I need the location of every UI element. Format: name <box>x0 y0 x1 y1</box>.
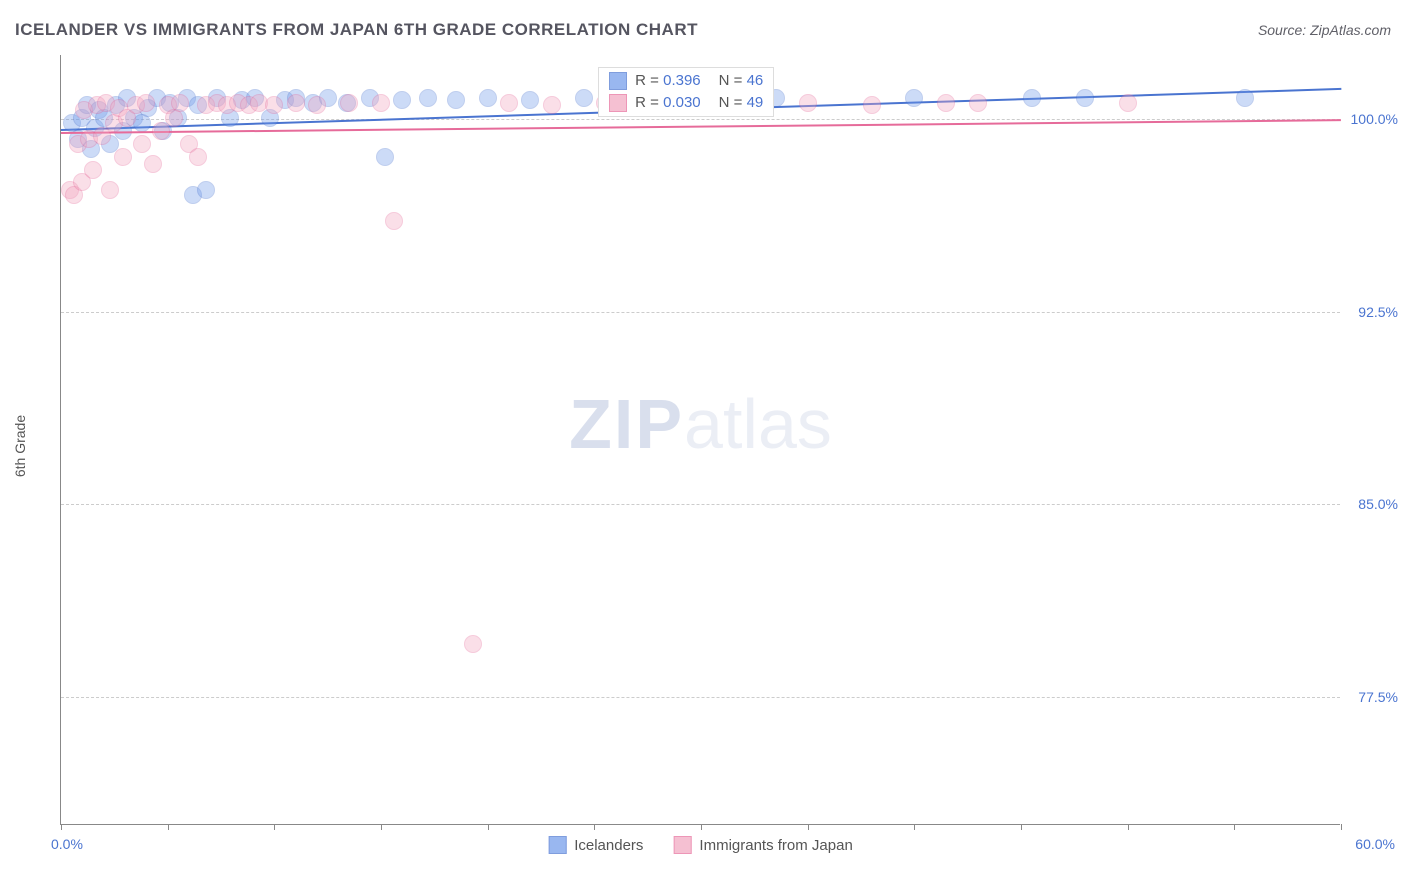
data-point <box>1076 89 1094 107</box>
data-point <box>84 161 102 179</box>
legend-swatch <box>609 94 627 112</box>
bottom-legend-item: Immigrants from Japan <box>673 836 852 854</box>
legend-label: Immigrants from Japan <box>699 837 852 854</box>
data-point <box>393 91 411 109</box>
legend-r: R = 0.396 <box>635 72 700 89</box>
data-point <box>101 181 119 199</box>
bottom-legend: Icelanders Immigrants from Japan <box>548 836 853 854</box>
data-point <box>287 94 305 112</box>
watermark-part1: ZIP <box>569 385 684 463</box>
x-tick <box>701 824 702 830</box>
legend-swatch <box>548 836 566 854</box>
trend-line <box>61 119 1341 134</box>
chart-header: ICELANDER VS IMMIGRANTS FROM JAPAN 6TH G… <box>15 20 1391 40</box>
data-point <box>197 181 215 199</box>
data-point <box>308 96 326 114</box>
data-point <box>479 89 497 107</box>
data-point <box>171 94 189 112</box>
x-tick <box>168 824 169 830</box>
watermark-part2: atlas <box>684 385 832 463</box>
data-point <box>265 96 283 114</box>
data-point <box>376 148 394 166</box>
x-tick <box>1341 824 1342 830</box>
data-point <box>133 135 151 153</box>
legend-n: N = 49 <box>719 94 764 111</box>
data-point <box>372 94 390 112</box>
x-tick <box>274 824 275 830</box>
y-tick-label: 85.0% <box>1346 496 1398 512</box>
data-point <box>799 94 817 112</box>
x-tick <box>488 824 489 830</box>
plot-area: ZIPatlas 0.0% 60.0% IcelandersImmigrants… <box>60 55 1340 825</box>
data-point <box>905 89 923 107</box>
data-point <box>1119 94 1137 112</box>
data-point <box>937 94 955 112</box>
x-tick <box>914 824 915 830</box>
data-point <box>969 94 987 112</box>
x-tick <box>1234 824 1235 830</box>
x-tick <box>1128 824 1129 830</box>
x-tick <box>381 824 382 830</box>
y-tick-label: 77.5% <box>1346 689 1398 705</box>
bottom-legend-item: Icelanders <box>548 836 643 854</box>
chart-title: ICELANDER VS IMMIGRANTS FROM JAPAN 6TH G… <box>15 20 698 40</box>
data-point <box>447 91 465 109</box>
data-point <box>419 89 437 107</box>
stats-legend-row: R = 0.396 N = 46 <box>609 72 763 90</box>
data-point <box>165 109 183 127</box>
data-point <box>385 212 403 230</box>
data-point <box>114 148 132 166</box>
gridline <box>61 119 1340 120</box>
data-point <box>1023 89 1041 107</box>
data-point <box>189 148 207 166</box>
legend-swatch <box>673 836 691 854</box>
data-point <box>521 91 539 109</box>
data-point <box>543 96 561 114</box>
x-tick <box>808 824 809 830</box>
gridline <box>61 312 1340 313</box>
data-point <box>575 89 593 107</box>
data-point <box>1236 89 1254 107</box>
gridline <box>61 697 1340 698</box>
x-tick <box>1021 824 1022 830</box>
legend-r: R = 0.030 <box>635 94 700 111</box>
stats-legend: R = 0.396 N = 46 R = 0.030 N = 49 <box>598 67 774 117</box>
y-axis-label: 6th Grade <box>12 415 28 477</box>
data-point <box>340 94 358 112</box>
legend-swatch <box>609 72 627 90</box>
gridline <box>61 504 1340 505</box>
legend-label: Icelanders <box>574 837 643 854</box>
watermark: ZIPatlas <box>569 384 832 464</box>
y-tick-label: 92.5% <box>1346 304 1398 320</box>
x-axis-min-label: 0.0% <box>51 836 83 852</box>
data-point <box>144 155 162 173</box>
y-tick-label: 100.0% <box>1346 111 1398 127</box>
data-point <box>863 96 881 114</box>
stats-legend-row: R = 0.030 N = 49 <box>609 94 763 112</box>
x-tick <box>61 824 62 830</box>
x-tick <box>594 824 595 830</box>
data-point <box>464 635 482 653</box>
legend-n: N = 46 <box>719 72 764 89</box>
data-point <box>137 94 155 112</box>
source-attribution: Source: ZipAtlas.com <box>1258 22 1391 38</box>
data-point <box>500 94 518 112</box>
x-axis-max-label: 60.0% <box>1355 836 1395 852</box>
